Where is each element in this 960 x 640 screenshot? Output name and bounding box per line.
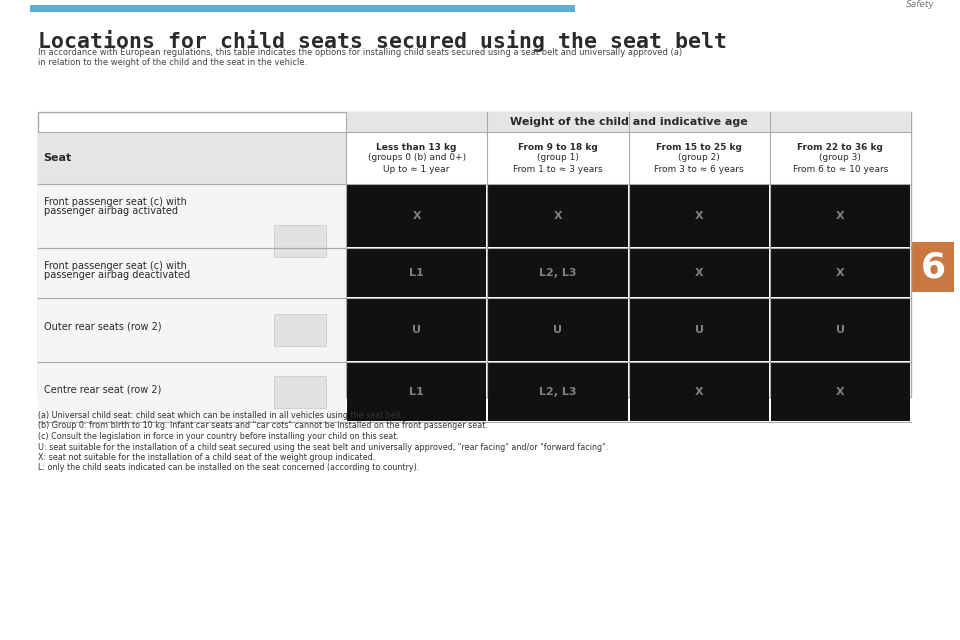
Text: (group 1): (group 1) [537, 154, 579, 163]
Text: Weight of the child and indicative age: Weight of the child and indicative age [510, 117, 748, 127]
Text: (a) Universal child seat: child seat which can be installed in all vehicles usin: (a) Universal child seat: child seat whi… [38, 411, 404, 420]
Text: X: X [836, 268, 845, 278]
Bar [771, 299, 910, 361]
Text: passenger airbag activated: passenger airbag activated [44, 206, 178, 216]
Text: U: U [412, 325, 421, 335]
Bar [38, 184, 346, 248]
Text: in relation to the weight of the child and the seat in the vehicle.: in relation to the weight of the child a… [38, 58, 307, 67]
Text: From 3 to ≈ 6 years: From 3 to ≈ 6 years [655, 164, 744, 173]
Text: In accordance with European regulations, this table indicates the options for in: In accordance with European regulations,… [38, 48, 683, 57]
Text: L2, L3: L2, L3 [540, 387, 577, 397]
Text: Safety: Safety [906, 0, 935, 9]
Bar [488, 132, 629, 184]
Text: X: X [695, 211, 704, 221]
Text: X: X [412, 211, 420, 221]
Text: From 9 to 18 kg: From 9 to 18 kg [518, 143, 598, 152]
Text: X: X [554, 211, 563, 221]
Text: (group 2): (group 2) [679, 154, 720, 163]
Text: Locations for child seats secured using the seat belt: Locations for child seats secured using … [38, 30, 727, 52]
Bar [770, 132, 911, 184]
Text: passenger airbag deactivated: passenger airbag deactivated [44, 270, 190, 280]
Text: U: seat suitable for the installation of a child seat secured using the seat bel: U: seat suitable for the installation of… [38, 442, 609, 451]
Text: Less than 13 kg: Less than 13 kg [376, 143, 457, 152]
Text: Up to ≈ 1 year: Up to ≈ 1 year [383, 164, 450, 173]
Text: X: X [836, 211, 845, 221]
Text: Front passenger seat (c) with: Front passenger seat (c) with [44, 261, 187, 271]
Text: X: X [695, 387, 704, 397]
Text: (c) Consult the legislation in force in your country before installing your chil: (c) Consult the legislation in force in … [38, 432, 398, 441]
Text: L1: L1 [409, 387, 424, 397]
Bar [30, 5, 575, 12]
Bar [347, 185, 487, 247]
Text: Seat: Seat [43, 153, 71, 163]
Text: L1: L1 [409, 268, 424, 278]
Text: U: U [836, 325, 845, 335]
Text: Outer rear seats (row 2): Outer rear seats (row 2) [44, 322, 161, 332]
Bar [912, 242, 954, 292]
Bar [630, 363, 769, 421]
Bar [771, 185, 910, 247]
Bar [274, 314, 326, 346]
Bar [346, 112, 911, 132]
Bar [489, 185, 628, 247]
Text: X: X [695, 268, 704, 278]
Bar [629, 132, 770, 184]
Text: L2, L3: L2, L3 [540, 268, 577, 278]
Bar [346, 132, 488, 184]
Bar [38, 248, 346, 298]
Text: From 22 to 36 kg: From 22 to 36 kg [798, 143, 883, 152]
Text: (group 3): (group 3) [820, 154, 861, 163]
Text: X: seat not suitable for the installation of a child seat of the weight group in: X: seat not suitable for the installatio… [38, 453, 375, 462]
Text: Front passenger seat (c) with: Front passenger seat (c) with [44, 197, 187, 207]
Bar [274, 225, 326, 257]
Text: L: only the child seats indicated can be installed on the seat concerned (accord: L: only the child seats indicated can be… [38, 463, 420, 472]
Bar [38, 132, 346, 184]
Text: Centre rear seat (row 2): Centre rear seat (row 2) [44, 384, 161, 394]
Bar [630, 299, 769, 361]
Bar [630, 185, 769, 247]
Bar [630, 249, 769, 297]
Text: (b) Group 0: from birth to 10 kg. Infant car seats and "car cots" cannot be inst: (b) Group 0: from birth to 10 kg. Infant… [38, 422, 488, 431]
Bar [771, 363, 910, 421]
Bar [347, 249, 487, 297]
Bar [489, 299, 628, 361]
Text: From 1 to ≈ 3 years: From 1 to ≈ 3 years [513, 164, 603, 173]
Bar [38, 362, 346, 422]
Text: X: X [836, 387, 845, 397]
Text: (groups 0 (b) and 0+): (groups 0 (b) and 0+) [368, 154, 466, 163]
Bar [274, 376, 326, 408]
Bar [347, 299, 487, 361]
Bar [347, 363, 487, 421]
Bar [771, 249, 910, 297]
Text: U: U [695, 325, 704, 335]
Text: U: U [553, 325, 563, 335]
Text: 6: 6 [921, 250, 946, 284]
Bar [38, 112, 911, 397]
Text: From 15 to 25 kg: From 15 to 25 kg [657, 143, 742, 152]
Text: From 6 to ≈ 10 years: From 6 to ≈ 10 years [793, 164, 888, 173]
Bar [38, 298, 346, 362]
Bar [489, 363, 628, 421]
Bar [489, 249, 628, 297]
